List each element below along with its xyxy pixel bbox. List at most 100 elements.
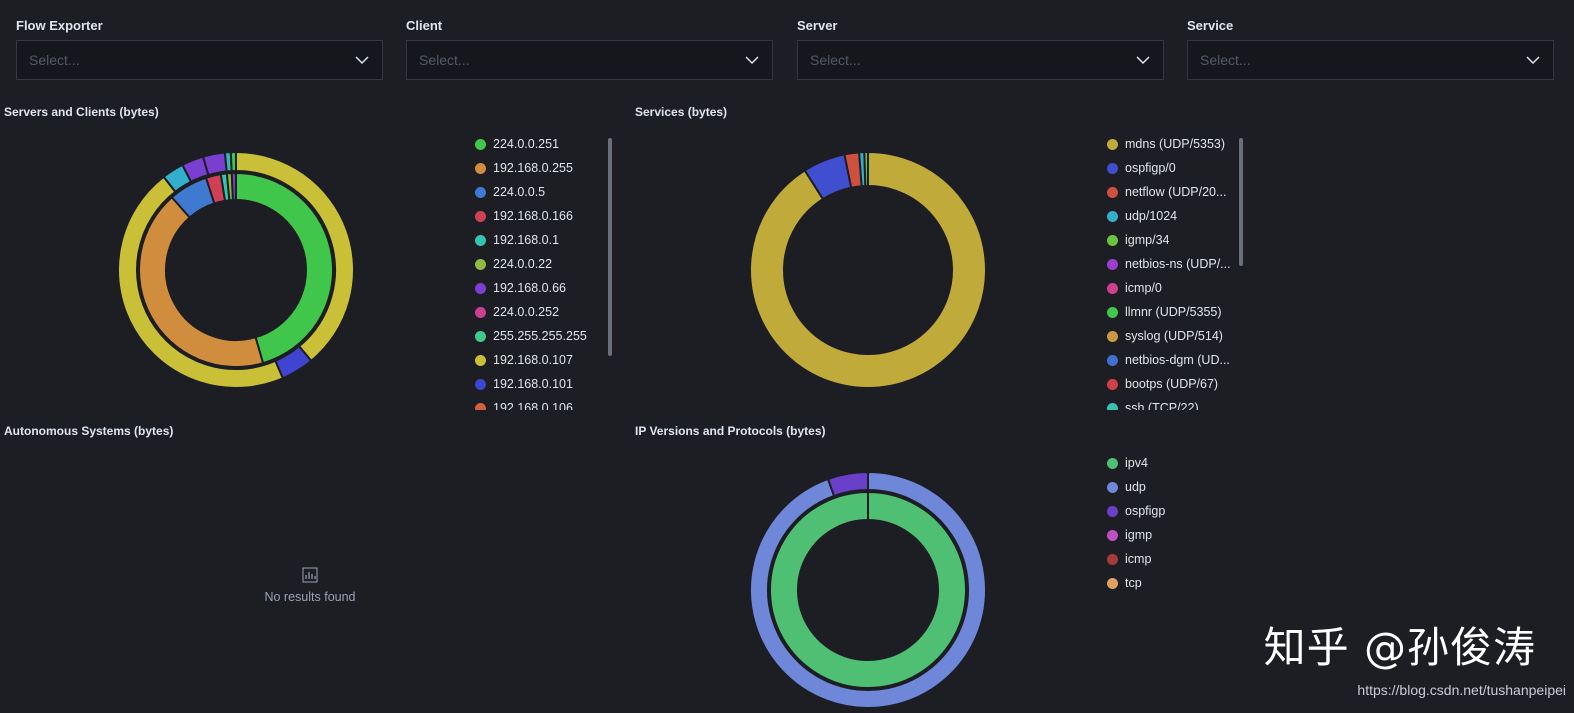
legend-item[interactable]: 192.168.0.1 xyxy=(475,228,615,252)
legend-item[interactable]: 224.0.0.252 xyxy=(475,300,615,324)
filter-service: Service Select... xyxy=(1187,18,1554,80)
legend-color-dot xyxy=(475,330,486,342)
legend-item[interactable]: 192.168.0.255 xyxy=(475,156,615,180)
donut-slice[interactable] xyxy=(201,151,228,177)
filter-label: Service xyxy=(1187,18,1234,33)
legend-color-dot xyxy=(475,234,486,246)
donut-slice[interactable] xyxy=(229,150,237,173)
legend-item[interactable]: igmp xyxy=(1107,523,1247,547)
legend-label: igmp xyxy=(1125,528,1153,542)
filter-label: Server xyxy=(797,18,838,33)
legend-color-dot xyxy=(475,282,486,294)
select-placeholder: Select... xyxy=(1200,52,1251,68)
legend-color-dot xyxy=(1107,481,1118,493)
legend-label: llmnr (UDP/5355) xyxy=(1125,305,1222,319)
legend-item[interactable]: ospfigp/0 xyxy=(1107,156,1235,180)
legend-color-dot xyxy=(1107,282,1118,294)
client-select[interactable]: Select... xyxy=(406,40,773,80)
legend-label: 192.168.0.106 xyxy=(493,401,573,410)
autonomous-systems-title: Autonomous Systems (bytes) xyxy=(4,424,174,438)
legend-item[interactable]: 224.0.0.5 xyxy=(475,180,615,204)
legend-item[interactable]: bootps (UDP/67) xyxy=(1107,372,1235,396)
donut-slice[interactable] xyxy=(863,150,869,188)
legend-item[interactable]: netbios-dgm (UD... xyxy=(1107,348,1235,372)
legend-item[interactable]: netflow (UDP/20... xyxy=(1107,180,1235,204)
services-donut[interactable] xyxy=(748,150,988,390)
legend-color-dot xyxy=(475,258,486,270)
no-results-text: No results found xyxy=(264,590,356,604)
legend-label: igmp/34 xyxy=(1125,233,1170,247)
legend-item[interactable]: mdns (UDP/5353) xyxy=(1107,132,1235,156)
ip-versions-donut[interactable] xyxy=(748,470,988,710)
legend-label: ssh (TCP/22) xyxy=(1125,401,1199,410)
donut-slice[interactable] xyxy=(230,171,237,202)
legend-scrollbar[interactable] xyxy=(1239,138,1243,266)
legend-item[interactable]: 192.168.0.106 xyxy=(475,396,615,410)
legend-color-dot xyxy=(1107,354,1118,366)
legend-color-dot xyxy=(1107,402,1118,410)
legend-item[interactable]: ipv4 xyxy=(1107,451,1247,475)
legend-scrollbar[interactable] xyxy=(608,138,612,356)
legend-color-dot xyxy=(1107,234,1118,246)
donut-slice[interactable] xyxy=(826,470,869,498)
legend-label: tcp xyxy=(1125,576,1142,590)
ip-versions-title: IP Versions and Protocols (bytes) xyxy=(635,424,826,438)
legend-label: 192.168.0.1 xyxy=(493,233,560,247)
ip-versions-legend: ipv4 udp ospfigp igmp icmp tcp xyxy=(1107,451,1247,601)
legend-label: ospfigp xyxy=(1125,504,1166,518)
empty-state: No results found xyxy=(230,566,390,604)
legend-item[interactable]: icmp/0 xyxy=(1107,276,1235,300)
legend-color-dot xyxy=(1107,378,1118,390)
legend-label: udp xyxy=(1125,480,1146,494)
legend-item[interactable]: 192.168.0.66 xyxy=(475,276,615,300)
legend-color-dot xyxy=(1107,330,1118,342)
flow-exporter-select[interactable]: Select... xyxy=(16,40,383,80)
server-select[interactable]: Select... xyxy=(797,40,1164,80)
legend-label: 224.0.0.251 xyxy=(493,137,560,151)
legend-label: syslog (UDP/514) xyxy=(1125,329,1223,343)
legend-item[interactable]: tcp xyxy=(1107,571,1247,595)
legend-item[interactable]: netbios-ns (UDP/... xyxy=(1107,252,1235,276)
legend-label: icmp xyxy=(1125,552,1152,566)
legend-color-dot xyxy=(1107,162,1118,174)
legend-item[interactable]: syslog (UDP/514) xyxy=(1107,324,1235,348)
legend-color-dot xyxy=(1107,258,1118,270)
legend-item[interactable]: ospfigp xyxy=(1107,499,1247,523)
legend-color-dot xyxy=(475,306,486,318)
legend-color-dot xyxy=(1107,186,1118,198)
legend-item[interactable]: 255.255.255.255 xyxy=(475,324,615,348)
chevron-down-icon xyxy=(745,56,759,65)
legend-color-dot xyxy=(1107,210,1118,222)
legend-color-dot xyxy=(1107,553,1118,565)
legend-label: 224.0.0.252 xyxy=(493,305,560,319)
legend-item[interactable]: llmnr (UDP/5355) xyxy=(1107,300,1235,324)
legend-item[interactable]: udp xyxy=(1107,475,1247,499)
legend-label: mdns (UDP/5353) xyxy=(1125,137,1226,151)
legend-label: 224.0.0.22 xyxy=(493,257,553,271)
legend-label: 255.255.255.255 xyxy=(493,329,587,343)
select-placeholder: Select... xyxy=(29,52,80,68)
legend-label: 192.168.0.101 xyxy=(493,377,573,391)
legend-item[interactable]: 192.168.0.166 xyxy=(475,204,615,228)
legend-color-dot xyxy=(475,138,486,150)
service-select[interactable]: Select... xyxy=(1187,40,1554,80)
legend-item[interactable]: igmp/34 xyxy=(1107,228,1235,252)
filter-client: Client Select... xyxy=(406,18,773,80)
legend-label: 192.168.0.255 xyxy=(493,161,573,175)
donut-slice[interactable] xyxy=(235,171,334,365)
legend-item[interactable]: icmp xyxy=(1107,547,1247,571)
legend-item[interactable]: 224.0.0.22 xyxy=(475,252,615,276)
legend-item[interactable]: 224.0.0.251 xyxy=(475,132,615,156)
select-placeholder: Select... xyxy=(419,52,470,68)
services-title: Services (bytes) xyxy=(635,105,728,119)
legend-item[interactable]: 192.168.0.107 xyxy=(475,348,615,372)
legend-label: 192.168.0.66 xyxy=(493,281,566,295)
legend-item[interactable]: ssh (TCP/22) xyxy=(1107,396,1235,410)
donut-slice[interactable] xyxy=(749,470,987,709)
donut-slice[interactable] xyxy=(769,490,967,689)
servers-clients-donut[interactable] xyxy=(116,150,356,390)
donut-slice[interactable] xyxy=(749,150,987,389)
legend-color-dot xyxy=(1107,577,1118,589)
legend-item[interactable]: udp/1024 xyxy=(1107,204,1235,228)
legend-item[interactable]: 192.168.0.101 xyxy=(475,372,615,396)
